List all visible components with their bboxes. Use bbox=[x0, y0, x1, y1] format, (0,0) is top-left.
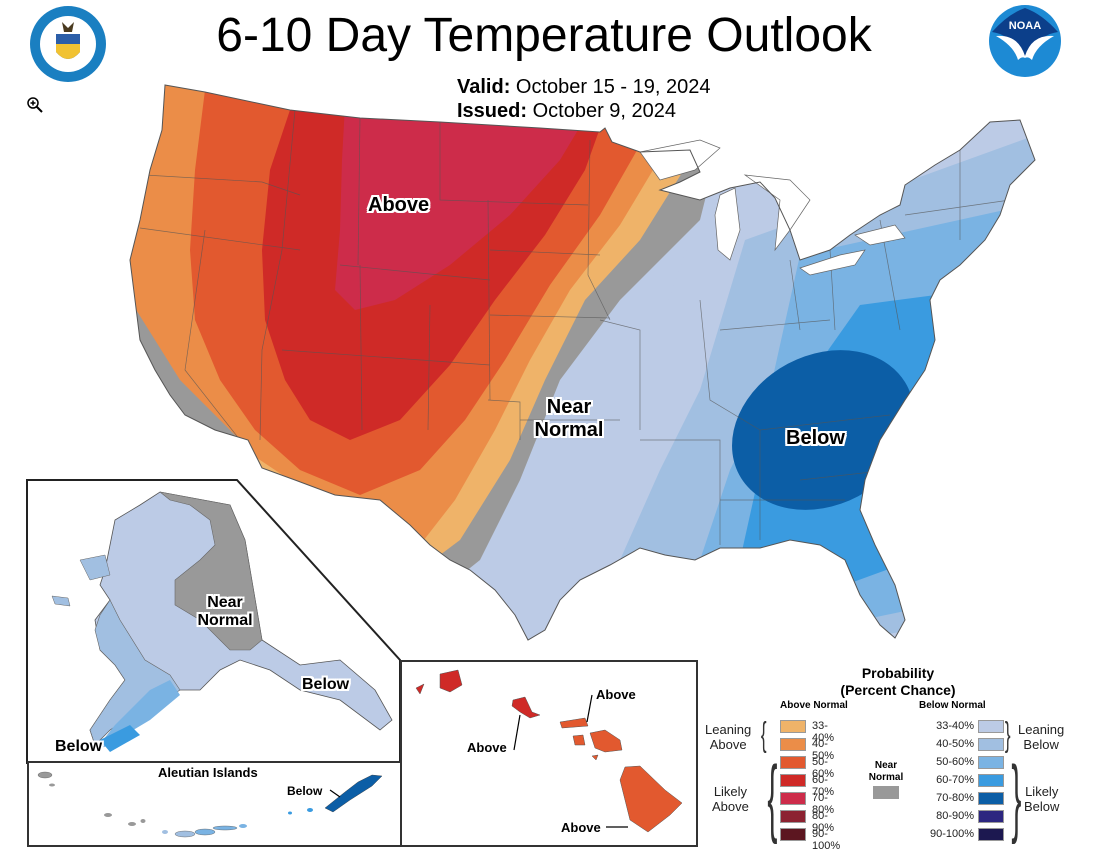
valid-dates: Valid: October 15 - 19, 2024 bbox=[457, 76, 711, 99]
near-line: Near bbox=[874, 760, 898, 771]
issued-label: Issued: bbox=[457, 100, 528, 122]
leaning-above-label: Leaning Above bbox=[705, 722, 751, 752]
label-line2: Above bbox=[709, 737, 747, 752]
label-line1: Leaning bbox=[705, 722, 752, 737]
below-normal-header: Below Normal bbox=[919, 700, 986, 711]
likely-below-label: Likely Below bbox=[1024, 784, 1059, 814]
valid-label: Valid: bbox=[457, 76, 511, 98]
range-label: 60-70% bbox=[936, 774, 974, 786]
page-title: 6-10 Day Temperature Outlook bbox=[216, 9, 872, 62]
legend-title-line1: Probability bbox=[861, 665, 935, 681]
label-line1: Likely bbox=[1025, 784, 1059, 799]
swatch bbox=[978, 828, 1004, 841]
normal-line: Normal bbox=[868, 772, 904, 783]
legend-item-below-70-80: 70-80% bbox=[920, 792, 1004, 810]
range-label: 90-100% bbox=[929, 828, 974, 840]
legend-title: Probability (Percent Chance) bbox=[700, 665, 1096, 699]
legend-item-below-40-50: 40-50% bbox=[920, 738, 1004, 756]
label-line2: Above bbox=[712, 799, 749, 814]
legend-item-below-50-60: 50-60% bbox=[920, 756, 1004, 774]
legend-item-below-60-70: 60-70% bbox=[920, 774, 1004, 792]
swatch bbox=[978, 792, 1004, 805]
likely-above-label: Likely Above bbox=[712, 784, 749, 814]
issued-date: Issued: October 9, 2024 bbox=[457, 100, 676, 123]
zoom-in-icon[interactable] bbox=[26, 96, 44, 114]
near-normal-label: Near Normal bbox=[865, 760, 907, 784]
label-line1: Likely bbox=[713, 784, 748, 799]
label-line1: Leaning bbox=[1018, 722, 1065, 737]
range-label: 80-90% bbox=[936, 810, 974, 822]
range-label: 90-100% bbox=[812, 828, 841, 852]
alaska-below-southwest-label: Below bbox=[55, 738, 103, 755]
normal-line: Normal bbox=[534, 419, 604, 441]
swatch bbox=[978, 810, 1004, 823]
svg-text:NOAA: NOAA bbox=[1009, 20, 1041, 32]
range-label: 40-50% bbox=[936, 738, 974, 750]
above-normal-header: Above Normal bbox=[780, 700, 848, 711]
leaning-below-brace: } bbox=[1004, 716, 1011, 754]
swatch bbox=[780, 828, 806, 841]
normal-line: Normal bbox=[197, 612, 253, 630]
label-line2: Below bbox=[1023, 737, 1059, 752]
legend-item-below-33-40: 33-40% bbox=[920, 720, 1004, 738]
range-label: 50-60% bbox=[812, 756, 835, 780]
below-swatch-column: 33-40% 40-50% 50-60% 60-70% 70-80% 80-90… bbox=[920, 720, 1004, 846]
probability-legend: Probability (Percent Chance) Above Norma… bbox=[700, 662, 1096, 852]
leaning-above-brace: { bbox=[760, 716, 767, 754]
hawaii-oahu-above-label: Above bbox=[467, 740, 507, 755]
range-label: 70-80% bbox=[812, 792, 835, 816]
conus-above-label: Above bbox=[368, 194, 430, 216]
range-label: 40-50% bbox=[812, 738, 835, 762]
swatch bbox=[978, 756, 1004, 769]
swatch bbox=[780, 792, 806, 805]
aleutian-islands-map bbox=[37, 771, 383, 838]
legend-item-below-90-100: 90-100% bbox=[920, 828, 1004, 846]
noaa-logo: NOAA bbox=[989, 5, 1061, 77]
alaska-below-southeast-label: Below bbox=[302, 676, 350, 693]
swatch bbox=[780, 810, 806, 823]
range-label: 33-40% bbox=[936, 720, 974, 732]
likely-above-brace: { bbox=[767, 749, 778, 845]
swatch bbox=[978, 720, 1004, 733]
legend-title-line2: (Percent Chance) bbox=[840, 682, 956, 698]
range-label: 50-60% bbox=[936, 756, 974, 768]
range-label: 80-90% bbox=[812, 810, 835, 834]
swatch bbox=[780, 774, 806, 787]
near-normal-swatch bbox=[873, 786, 899, 799]
near-line: Near bbox=[207, 594, 243, 611]
likely-below-brace: } bbox=[1011, 749, 1022, 845]
conus-below-label: Below bbox=[786, 427, 845, 449]
aleutian-islands-title: Aleutian Islands bbox=[158, 765, 258, 780]
hawaii-maui-above-label: Above bbox=[596, 687, 636, 702]
valid-value: October 15 - 19, 2024 bbox=[515, 76, 711, 98]
leaning-below-label: Leaning Below bbox=[1018, 722, 1064, 752]
label-line2: Below bbox=[1024, 799, 1060, 814]
swatch bbox=[978, 774, 1004, 787]
alaska-near-normal-label: Near Normal bbox=[190, 594, 260, 631]
near-line: Near bbox=[546, 396, 592, 418]
aleutian-below-label: Below bbox=[287, 784, 323, 798]
range-label: 33-40% bbox=[812, 720, 835, 744]
department-of-commerce-seal bbox=[30, 6, 106, 82]
swatch bbox=[780, 756, 806, 769]
range-label: 70-80% bbox=[936, 792, 974, 804]
swatch bbox=[780, 738, 806, 751]
conus-near-normal-label: Near Normal bbox=[524, 396, 614, 442]
hawaii-big-island-above-label: Above bbox=[561, 820, 601, 835]
issued-value: October 9, 2024 bbox=[532, 100, 677, 122]
swatch bbox=[978, 738, 1004, 751]
legend-item-below-80-90: 80-90% bbox=[920, 810, 1004, 828]
swatch bbox=[780, 720, 806, 733]
range-label: 60-70% bbox=[812, 774, 835, 798]
